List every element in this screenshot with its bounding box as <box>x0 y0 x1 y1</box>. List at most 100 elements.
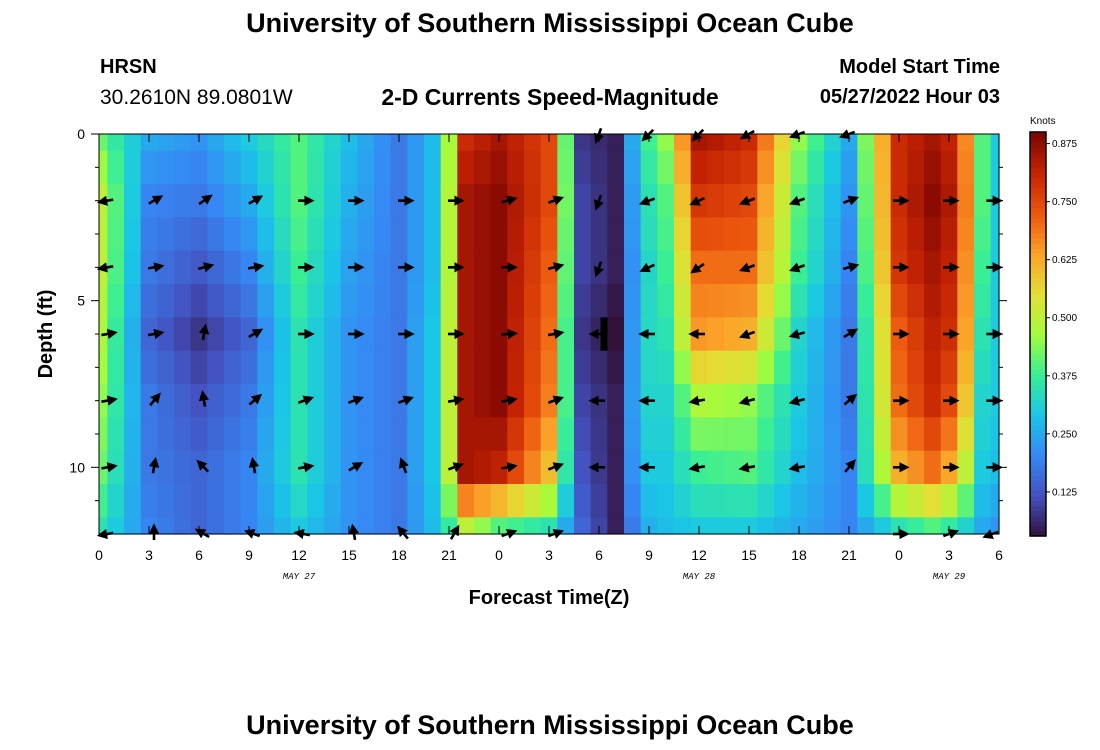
colorbar-swatch <box>1030 238 1046 244</box>
heatmap-cell <box>657 450 675 485</box>
heatmap-cell <box>140 134 158 152</box>
heatmap-cell <box>674 517 692 535</box>
heatmap-cell <box>890 284 908 318</box>
heatmap-cell <box>840 517 858 535</box>
heatmap-cell <box>274 134 292 152</box>
heatmap-cell <box>724 250 742 285</box>
heatmap-cell <box>774 134 792 152</box>
heatmap-cell <box>540 417 558 452</box>
heatmap-cell <box>974 134 992 152</box>
heatmap-cell <box>174 217 192 252</box>
heatmap-cell <box>990 284 1000 318</box>
heatmap-cell <box>624 184 642 218</box>
heatmap-cell <box>957 134 975 152</box>
heatmap-cell <box>424 134 442 152</box>
heatmap-cell <box>874 417 892 452</box>
heatmap-cell <box>190 150 208 185</box>
heatmap-cell <box>757 417 775 452</box>
heatmap-cell <box>207 217 225 252</box>
heatmap-cell <box>874 384 892 418</box>
colorbar-swatch <box>1030 308 1046 315</box>
heatmap-cell <box>507 484 525 518</box>
heatmap-cell <box>874 350 892 385</box>
heatmap-cell <box>824 450 842 485</box>
heatmap-cell <box>840 350 858 385</box>
heatmap-cell <box>690 417 708 452</box>
heatmap-cell <box>990 150 1000 185</box>
heatmap-cell <box>824 317 842 352</box>
heatmap-cell <box>174 284 192 318</box>
heatmap-cell <box>324 217 342 252</box>
heatmap-cell <box>690 284 708 318</box>
colorbar-tick-label: 0.875 <box>1052 139 1077 150</box>
heatmap-cell <box>757 150 775 185</box>
current-arrow <box>247 262 265 273</box>
heatmap-cell <box>99 150 108 185</box>
heatmap-cell <box>207 517 225 535</box>
heatmap-cell <box>124 417 142 452</box>
heatmap-cell <box>890 417 908 452</box>
heatmap-cell <box>490 450 508 485</box>
heatmap-cell <box>207 384 225 418</box>
colorbar-swatch <box>1030 515 1046 522</box>
heatmap-cell <box>574 450 592 485</box>
heatmap-cell <box>390 417 408 452</box>
heatmap-cell <box>957 317 975 352</box>
heatmap-cell <box>924 150 942 185</box>
heatmap-cell <box>174 517 192 535</box>
heatmap-cell <box>274 417 292 452</box>
colorbar-swatch <box>1030 490 1046 497</box>
heatmap-cell <box>757 284 775 318</box>
heatmap-cell <box>807 450 825 485</box>
heatmap-cell <box>657 250 675 285</box>
heatmap-cell <box>624 484 642 518</box>
heatmap-cell <box>907 317 925 352</box>
heatmap-cell <box>974 217 992 252</box>
current-arrow <box>348 461 364 472</box>
heatmap-cell <box>440 284 458 318</box>
axis-ticks: 0 3 6 9 12 15 18 21 0 3 6 9 12 15 18 21 0 3 6 0 5 10 MAY 27 MAY… <box>69 126 1007 582</box>
heatmap-cell <box>624 217 642 252</box>
heatmap-cell <box>790 284 808 318</box>
heatmap-cell <box>124 150 142 185</box>
heatmap-cell <box>607 134 625 152</box>
heatmap-cell <box>457 184 475 218</box>
colorbar-swatch <box>1030 278 1046 285</box>
current-arrow <box>149 392 161 407</box>
heatmap-cell <box>140 384 158 418</box>
heatmap-cell <box>357 384 375 418</box>
colorbar-tick-label: 0.625 <box>1052 255 1077 266</box>
heatmap-cell <box>190 217 208 252</box>
heatmap-cell <box>490 284 508 318</box>
heatmap-cell <box>257 517 275 535</box>
heatmap-cell <box>374 450 392 485</box>
heatmap-cell <box>674 134 692 152</box>
heatmap-cell <box>407 150 425 185</box>
heatmap-cell <box>640 217 658 252</box>
heatmap-cell <box>307 284 325 318</box>
heatmap-cell <box>157 384 175 418</box>
heatmap-cell <box>607 250 625 285</box>
heatmap-cell <box>290 217 308 252</box>
heatmap-cell <box>590 150 608 185</box>
current-arrow <box>688 462 706 473</box>
heatmap-cell <box>790 517 808 535</box>
heatmap-cell <box>657 517 675 535</box>
heatmap-cell <box>824 350 842 385</box>
heatmap-cell <box>807 317 825 352</box>
heatmap-cell <box>690 217 708 252</box>
model-start-label: Model Start Time <box>839 56 1000 78</box>
heatmap-cell <box>924 417 942 452</box>
heatmap-cell <box>274 384 292 418</box>
heatmap-cell <box>607 217 625 252</box>
heatmap-cell <box>224 250 242 285</box>
heatmap-cell <box>374 484 392 518</box>
colorbar-swatch <box>1030 505 1046 512</box>
heatmap-cell <box>524 150 542 185</box>
heatmap-cell <box>324 250 342 285</box>
heatmap-cell <box>774 317 792 352</box>
colorbar-swatch <box>1030 263 1046 269</box>
colorbar-swatch <box>1030 283 1046 290</box>
heatmap-cell <box>774 517 792 535</box>
